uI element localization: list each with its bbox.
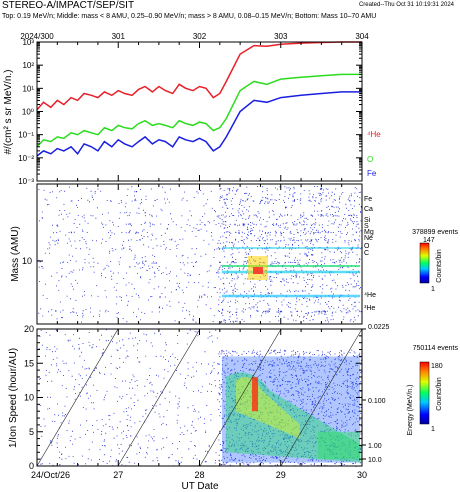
date-tick-label: 30 — [357, 470, 367, 480]
species-label: Ne — [364, 235, 373, 242]
mass-colorbar: 378899 events 147 1 Counts/bin — [412, 229, 458, 293]
mass-colorbar-min: 1 — [431, 286, 435, 293]
speed-reference-line — [199, 328, 282, 467]
top-y-tick-label: 10⁻² — [18, 154, 34, 163]
speed-hotspot — [252, 376, 258, 412]
mass-band-2 — [222, 294, 360, 298]
mass-tick-10: 10 — [22, 256, 32, 266]
speed-y-tick-label: 0 — [29, 461, 34, 471]
speed-fill-region — [222, 356, 360, 463]
mass-scatter-points — [38, 186, 362, 323]
top-day-tick-label: 304 — [355, 32, 369, 41]
energy-tick-label: 1.00 — [368, 443, 382, 450]
chart-title: STEREO-A/IMPACT/SEP/SIT — [2, 0, 135, 11]
speed-green-region — [226, 372, 362, 463]
speed-colorbar-max: 180 — [431, 363, 443, 370]
speed-events-count: 750114 events — [413, 345, 459, 352]
top-y-tick-label: 10³ — [22, 38, 34, 47]
speed-colorbar-gradient — [419, 361, 430, 425]
species-label: C — [364, 250, 369, 257]
top-series-legend: ⁴He O Fe — [367, 130, 381, 178]
series-legend-0: ⁴He — [367, 130, 381, 139]
top-y-ticks: 10⁻³ 10⁻² 10⁻¹ 10⁰ 10¹ 10² 10³ — [18, 38, 362, 186]
top-plot-frame — [36, 41, 363, 182]
date-tick-label: 24/Oct/26 — [31, 470, 70, 480]
created-timestamp: Created--Thu Oct 31 10:19:31 2024 — [358, 2, 454, 8]
x-axis-label: UT Date — [181, 481, 218, 492]
series-line-0 — [36, 41, 362, 111]
velocity-dispersion-panel: 0 5 10 15 20 24/Oct/26 27 28 29 30 UT Date 1/Ion… — [8, 324, 414, 492]
top-day-tick-label: 302 — [193, 32, 207, 41]
chart-subtitle: Top: 0.19 MeV/n; Middle: mass < 8 AMU, 0… — [2, 13, 377, 20]
speed-green-tail — [318, 431, 360, 460]
species-label: Si — [364, 217, 371, 224]
energy-axis: 0.0225 0.100 1.00 10.0 — [362, 324, 390, 464]
mass-y-axis-label: Mass (AMU) — [10, 226, 21, 282]
top-y-tick-label: 10⁰ — [22, 108, 34, 117]
mass-band-1 — [222, 265, 360, 267]
series-legend-2: Fe — [367, 169, 377, 178]
mass-colorbar-label: Counts/bin — [436, 249, 443, 283]
speed-reference-line — [36, 328, 119, 467]
speed-reference-line — [280, 328, 363, 467]
top-day-tick-label: 2024/300 — [20, 32, 54, 41]
species-label: Fe — [364, 196, 372, 203]
top-day-tick-label: 303 — [274, 32, 288, 41]
top-y-axis-label: #/(cm² s sr MeV/n.) — [3, 69, 14, 154]
speed-colorbar-label: Counts/bin — [436, 377, 443, 411]
series-line-2 — [36, 91, 362, 157]
top-y-tick-label: 10⁻¹ — [18, 131, 34, 140]
energy-axis-label: Energy (MeV/n.) — [407, 385, 414, 436]
energy-tick-label: 0.100 — [368, 398, 386, 405]
top-y-tick-label: 10² — [22, 61, 34, 70]
speed-y-axis-label: 1/Ion Speed (hour/AU) — [8, 348, 19, 448]
mass-colorbar-gradient — [419, 242, 430, 284]
species-label: Mg — [364, 229, 374, 236]
speed-y-tick-label: 15 — [24, 358, 34, 368]
speed-colorbar-min: 1 — [431, 426, 435, 433]
speed-reference-line — [117, 328, 201, 467]
mass-band-0 — [222, 270, 360, 274]
speed-y-tick-label: 10 — [24, 393, 34, 403]
mass-events-count: 378899 events — [412, 229, 458, 236]
energy-tick-label: 0.0225 — [368, 324, 390, 331]
mass-plot-bg — [37, 184, 362, 324]
top-y-tick-label: 10⁻³ — [18, 177, 34, 186]
top-y-tick-label: 10¹ — [22, 84, 34, 93]
mass-hotspot-core — [253, 267, 263, 274]
species-label: Ca — [364, 206, 373, 213]
top-day-tick-label: 301 — [112, 32, 126, 41]
species-label: ³He — [364, 305, 375, 312]
date-tick-label: 28 — [194, 470, 204, 480]
speed-y-tick-label: 5 — [29, 427, 34, 437]
series-line-1 — [36, 73, 362, 148]
speed-y-tick-label: 20 — [24, 324, 34, 334]
series-legend-1: O — [367, 155, 373, 164]
mass-day-ticks — [36, 184, 363, 324]
mass-scatter-blue — [38, 186, 362, 323]
top-flux-panel: 2024/300 301 302 303 304 10⁻³10⁻²10⁻¹10⁰10¹1… — [3, 32, 381, 186]
speed-colorbar: 750114 events 180 1 Counts/bin — [413, 345, 459, 433]
speed-y-ticks: 0 5 10 15 20 — [24, 324, 362, 471]
species-label: O — [364, 243, 370, 250]
date-tick-label: 27 — [113, 470, 123, 480]
mass-band-3 — [222, 247, 360, 249]
date-tick-label: 29 — [276, 470, 286, 480]
speed-reference-lines — [36, 328, 363, 467]
mass-colorbar-max: 147 — [423, 237, 435, 244]
top-day-ticks: 2024/300 301 302 303 304 — [20, 32, 369, 181]
speed-plot-bg — [37, 329, 362, 466]
flux-curves — [36, 41, 362, 157]
species-label: S — [364, 223, 369, 230]
energy-tick-label: 10.0 — [368, 457, 382, 464]
speed-scatter-points — [38, 329, 362, 467]
date-x-ticks: 24/Oct/26 27 28 29 30 — [31, 329, 367, 480]
species-label: ⁴He — [364, 292, 376, 299]
